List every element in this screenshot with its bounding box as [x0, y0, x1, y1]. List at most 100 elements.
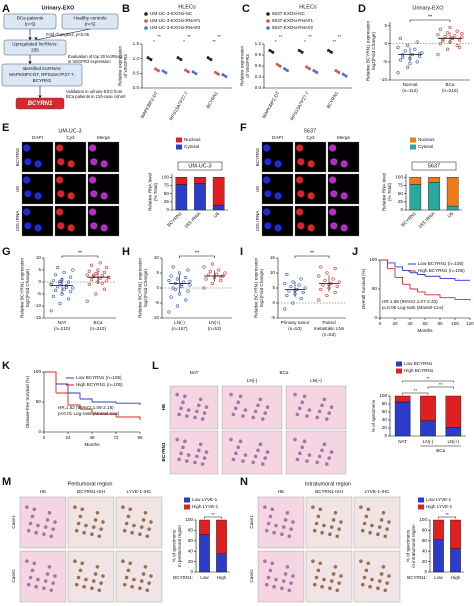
- flow-box: [3, 39, 67, 56]
- data-point: [436, 33, 440, 37]
- legend-label: Nucleus: [418, 137, 435, 142]
- micrograph-feature: [100, 224, 108, 232]
- dot: [278, 65, 282, 68]
- micrograph-feature: [34, 160, 42, 168]
- data-point: [413, 47, 417, 51]
- micrograph-feature: [73, 559, 77, 563]
- y-tick-label: 25: [164, 199, 170, 204]
- image-row-label: U6: [255, 186, 260, 192]
- significance: **: [414, 388, 418, 393]
- flow-box: [1, 63, 83, 87]
- y-tick-label: 0.3: [255, 74, 262, 79]
- y-tick-label: 0: [384, 41, 387, 46]
- y-tick-label: -15: [34, 315, 41, 320]
- legend-label: 5637-EXOsi-RNA#1: [272, 18, 314, 23]
- y-tick-label: 50: [372, 286, 378, 291]
- dot: [224, 75, 228, 79]
- micrograph-feature: [231, 457, 236, 462]
- x-tick-label: LN(-): [174, 320, 185, 325]
- x-tick-label: BCa: [446, 82, 455, 87]
- y-tick-label: 0.0: [133, 85, 140, 90]
- legend-label: High BCYRN1: [404, 368, 434, 373]
- micrograph-feature: [186, 453, 191, 457]
- micrograph-feature: [139, 579, 144, 583]
- data-point: [333, 290, 337, 295]
- micrograph-feature: [300, 445, 305, 450]
- micrograph-feature: [316, 568, 321, 573]
- data-point: [415, 40, 419, 44]
- y-tick-label: 40: [382, 417, 388, 422]
- dot: [308, 67, 311, 71]
- micrograph-feature: [90, 532, 94, 537]
- survival-step: [387, 268, 396, 278]
- x-tick-label: 48: [89, 435, 95, 440]
- micrograph: [285, 385, 347, 430]
- data-point: [301, 290, 305, 295]
- data-point: [291, 301, 295, 305]
- x-tick-label: RPS15A7P27-7: [289, 90, 310, 121]
- micrograph-feature: [265, 450, 270, 454]
- micrograph-feature: [339, 574, 343, 578]
- micrograph-feature: [99, 581, 103, 585]
- flow-box-text: 255: [31, 48, 39, 53]
- data-point: [438, 42, 443, 46]
- data-point: [408, 62, 412, 66]
- y-tick-label: 60: [188, 538, 194, 543]
- data-point: [458, 38, 462, 42]
- survival-step: [410, 272, 418, 275]
- y-tick-label: 20: [382, 425, 388, 430]
- micrograph-feature: [293, 437, 297, 442]
- micrograph-feature: [43, 525, 48, 529]
- micrograph-feature: [314, 575, 319, 580]
- data-point: [167, 310, 171, 314]
- micrograph: [305, 550, 353, 603]
- data-point: [219, 275, 223, 279]
- micrograph-feature: [67, 192, 75, 200]
- y-tick-label: 0: [38, 429, 41, 434]
- y-tick-label: 0: [384, 433, 387, 438]
- micrograph-feature: [93, 518, 98, 522]
- micrograph: [19, 496, 67, 549]
- panel-letter: F: [240, 122, 247, 134]
- significance: **: [279, 34, 283, 39]
- dot: [286, 69, 289, 73]
- image-column-label: BCYRN1-ISH: [77, 489, 105, 494]
- micrograph-feature: [360, 582, 365, 587]
- data-point: [94, 292, 98, 296]
- data-point: [51, 294, 55, 299]
- data-point: [92, 274, 96, 279]
- micrograph-feature: [74, 528, 79, 533]
- bracket: [427, 386, 454, 389]
- bar-segment: [199, 519, 210, 535]
- micrograph-feature: [264, 190, 272, 198]
- data-point: [406, 43, 410, 48]
- legend-label: Low LYVE-1: [426, 497, 452, 502]
- micrograph-feature: [340, 224, 348, 232]
- micrograph-feature: [202, 456, 207, 460]
- micrograph-feature: [202, 411, 207, 415]
- significance: **: [217, 34, 221, 39]
- data-point: [186, 289, 190, 293]
- micrograph-feature: [25, 505, 29, 510]
- micrograph-feature: [274, 192, 282, 200]
- survival-step: [455, 298, 471, 301]
- x-tick-count: (n=53): [288, 326, 302, 331]
- micrograph-feature: [325, 462, 329, 466]
- flow-note: in VEGFR3 expression: [68, 59, 111, 64]
- bar-segment: [216, 553, 227, 573]
- micrograph-feature: [381, 511, 386, 515]
- data-point: [460, 31, 464, 36]
- chart-title: HLECs: [299, 4, 317, 10]
- micrograph-feature: [84, 523, 88, 528]
- bar-segment: [175, 177, 188, 185]
- y-tick-label: 5: [272, 285, 275, 290]
- legend-label: Nucleus: [184, 137, 201, 142]
- data-point: [319, 287, 323, 292]
- flow-box-text: (n=5): [85, 22, 96, 27]
- panel-letter: K: [2, 360, 10, 372]
- y-tick-label: 0: [374, 315, 377, 320]
- micrograph-feature: [198, 442, 203, 447]
- data-point: [92, 273, 96, 277]
- y-tick-label: -10: [380, 77, 387, 82]
- micrograph-feature: [28, 575, 33, 580]
